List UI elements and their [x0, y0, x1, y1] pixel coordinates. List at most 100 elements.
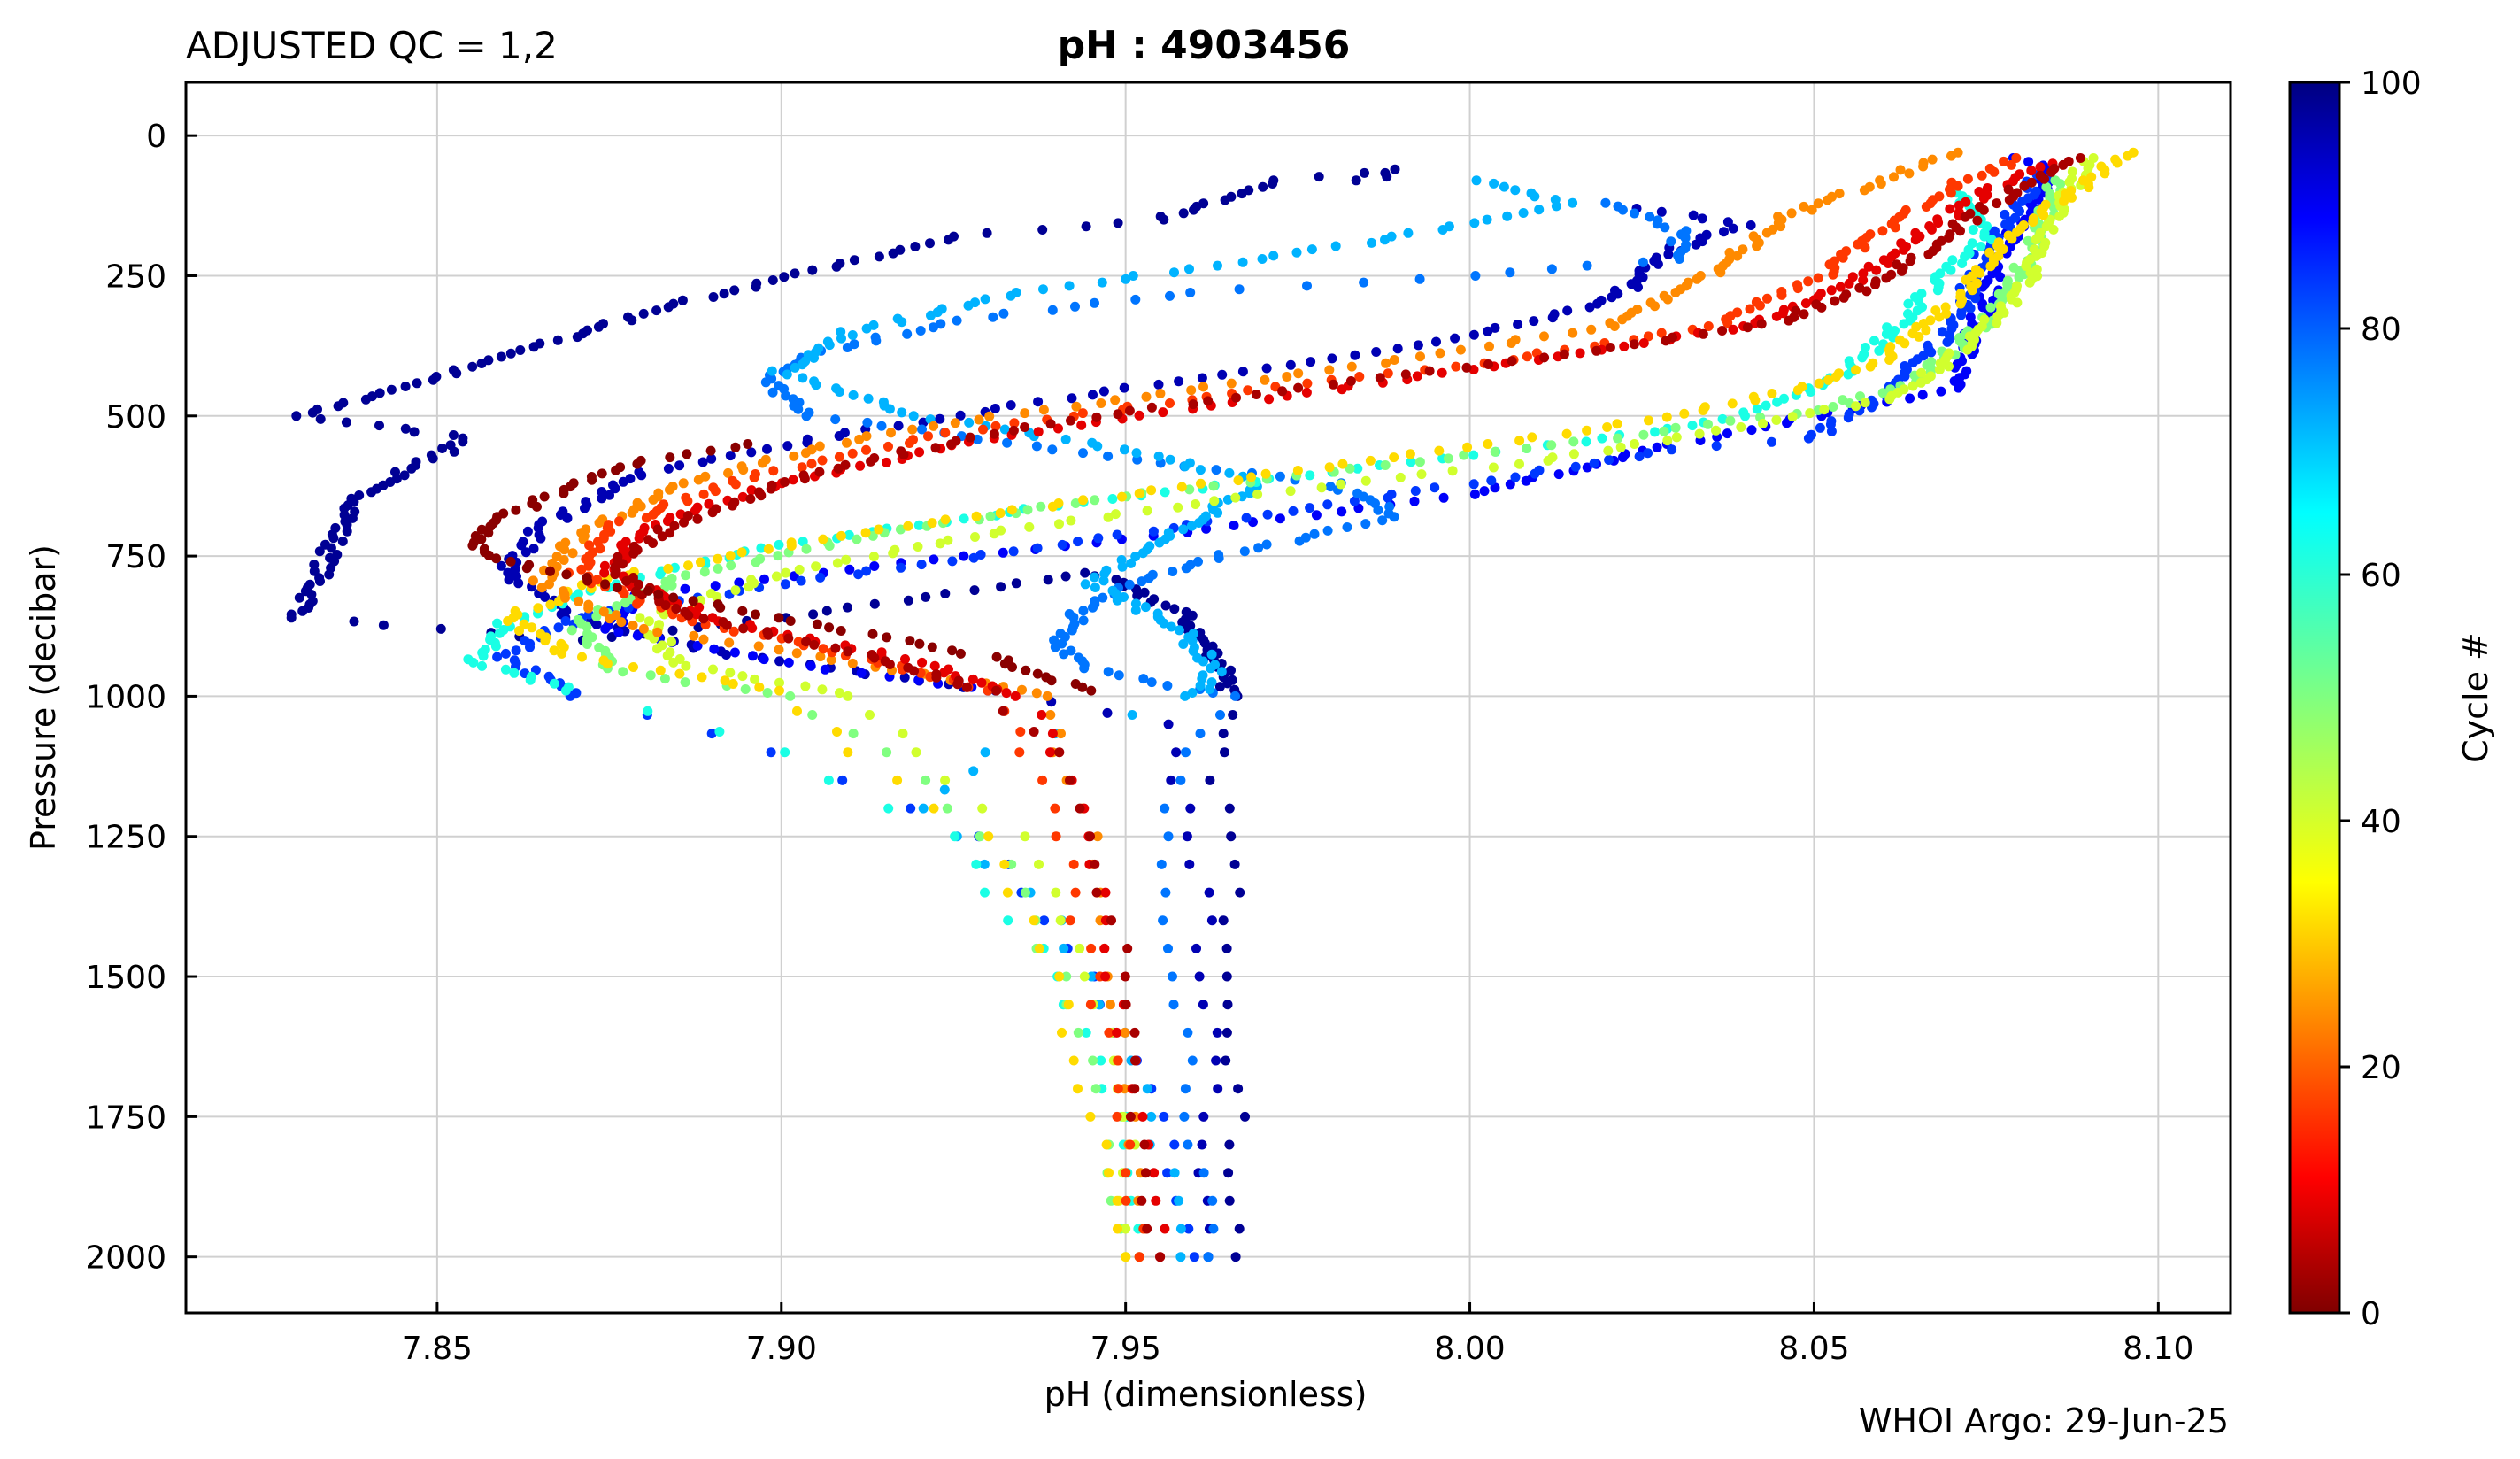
data-point	[1800, 298, 1811, 309]
data-point	[347, 513, 358, 523]
data-point	[591, 619, 602, 629]
data-point	[1934, 312, 1945, 322]
data-point	[1830, 372, 1841, 382]
data-point	[1176, 482, 1187, 492]
data-point	[1933, 218, 1944, 228]
data-point	[2059, 196, 2069, 206]
data-point	[697, 457, 708, 467]
data-point	[1905, 393, 1915, 404]
data-point	[971, 859, 982, 869]
data-point	[1066, 645, 1076, 656]
data-point	[1944, 361, 1954, 372]
data-point	[1838, 292, 1849, 303]
data-point	[749, 472, 759, 482]
data-point	[1065, 915, 1075, 926]
data-point	[1159, 214, 1169, 225]
data-point	[1112, 595, 1122, 606]
data-point	[861, 566, 872, 576]
data-point	[780, 747, 790, 758]
data-point	[1140, 602, 1151, 613]
data-point	[896, 562, 906, 573]
data-point	[528, 575, 538, 586]
data-point	[2035, 162, 2046, 173]
data-point	[1251, 390, 1261, 399]
y-tick-label: 1250	[85, 820, 166, 856]
data-point	[476, 534, 487, 544]
data-point	[553, 622, 564, 633]
data-point	[545, 599, 556, 610]
data-point	[1834, 189, 1845, 199]
data-point	[1112, 1027, 1122, 1038]
data-point	[708, 664, 718, 675]
data-point	[762, 688, 773, 698]
data-point	[1047, 305, 1058, 315]
data-point	[1003, 915, 1013, 926]
data-point	[848, 390, 859, 400]
data-point	[1826, 426, 1837, 436]
data-point	[970, 532, 980, 542]
data-point	[1612, 419, 1622, 429]
data-point	[1698, 405, 1708, 415]
data-point	[1907, 358, 1918, 368]
data-point	[1738, 244, 1748, 255]
data-point	[719, 289, 729, 299]
data-point	[1201, 523, 1212, 534]
data-point	[2038, 210, 2049, 220]
data-point	[1771, 415, 1782, 425]
data-point	[969, 585, 980, 596]
data-point	[1603, 445, 1614, 456]
data-point	[1435, 348, 1445, 359]
data-point	[1214, 553, 1224, 563]
data-point	[1823, 195, 1833, 205]
data-point	[652, 627, 663, 637]
data-point	[483, 550, 494, 560]
profile-cycle-58	[635, 153, 2099, 1262]
data-point	[1103, 451, 1114, 461]
data-point	[477, 660, 487, 671]
data-point	[1216, 667, 1227, 677]
data-point	[1776, 289, 1787, 300]
data-point	[1285, 359, 1296, 370]
data-point	[1128, 271, 1138, 281]
data-point	[869, 652, 880, 663]
data-point	[448, 430, 459, 440]
data-point	[1196, 478, 1206, 489]
data-point	[1166, 775, 1176, 785]
data-point	[1860, 243, 1870, 253]
data-point	[1745, 304, 1755, 314]
data-point	[1758, 419, 1768, 428]
data-point	[1787, 412, 1798, 422]
data-point	[2075, 153, 2085, 163]
data-point	[1414, 457, 1425, 467]
data-point	[1090, 1084, 1101, 1094]
data-point	[490, 641, 501, 652]
data-point	[935, 538, 945, 549]
data-point	[612, 583, 622, 593]
data-point	[1089, 572, 1099, 583]
data-point	[950, 418, 960, 428]
data-point	[1377, 515, 1388, 526]
data-point	[867, 629, 878, 639]
data-point	[1197, 1139, 1207, 1150]
data-point	[1066, 515, 1076, 526]
colorbar-ticks: 0 20 40 60 80 100	[2339, 66, 2422, 1332]
y-tick-label: 1000	[85, 679, 166, 715]
data-point	[967, 674, 978, 684]
data-point	[1206, 663, 1216, 674]
data-point	[1792, 283, 1803, 294]
data-point	[1406, 457, 1416, 467]
data-point	[906, 803, 916, 814]
data-point	[1057, 1027, 1067, 1038]
data-point	[1732, 251, 1743, 261]
data-point	[818, 534, 828, 544]
data-point	[756, 490, 767, 501]
data-point	[1185, 803, 1196, 814]
data-point	[576, 564, 587, 575]
data-point	[1160, 887, 1171, 898]
data-point	[1222, 1000, 1233, 1010]
data-point	[744, 582, 754, 592]
data-point	[1936, 386, 1946, 397]
data-point	[1184, 484, 1195, 495]
data-point	[1910, 235, 1921, 245]
data-point	[1314, 172, 1324, 182]
